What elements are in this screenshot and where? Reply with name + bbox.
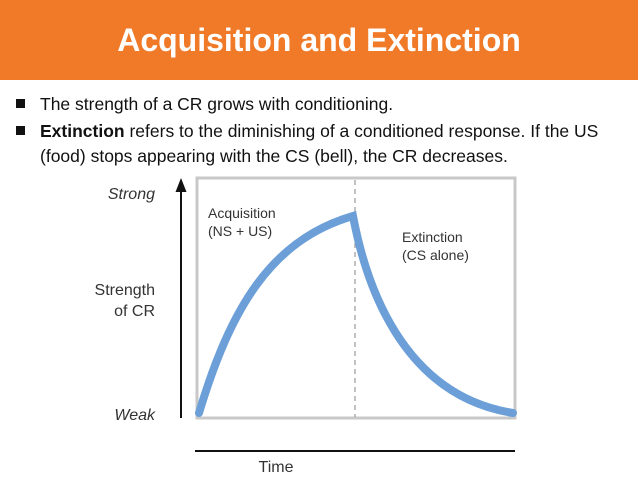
y-axis-arrow	[175, 178, 187, 192]
bullet-list: The strength of a CR grows with conditio…	[14, 92, 629, 171]
y-bottom-label: Weak	[114, 407, 156, 424]
bullet-marker	[16, 126, 25, 135]
bullet-bold-term: Extinction	[40, 121, 125, 141]
bullet-marker	[16, 99, 25, 108]
page-title: Acquisition and Extinction	[117, 21, 521, 58]
x-axis-label: Time	[259, 459, 294, 476]
y-axis-label-line2: of CR	[114, 303, 155, 320]
phase1-label-line1: Acquisition	[208, 205, 276, 221]
title-bar: Acquisition and Extinction	[0, 0, 638, 80]
bullet-text: refers to the diminishing of a condition…	[40, 121, 599, 166]
bullet-text: The strength of a CR grows with conditio…	[40, 94, 394, 114]
phase2-label-line2: (CS alone)	[402, 247, 469, 263]
y-axis-label-line1: Strength	[95, 282, 155, 299]
bullet-item: The strength of a CR grows with conditio…	[14, 92, 629, 117]
phase1-label-line2: (NS + US)	[208, 223, 272, 239]
plot-frame	[195, 176, 517, 420]
response-curve	[195, 210, 517, 417]
bullet-item: Extinction refers to the diminishing of …	[14, 119, 629, 169]
phase2-label-line1: Extinction	[402, 229, 463, 245]
y-top-label: Strong	[108, 186, 155, 203]
